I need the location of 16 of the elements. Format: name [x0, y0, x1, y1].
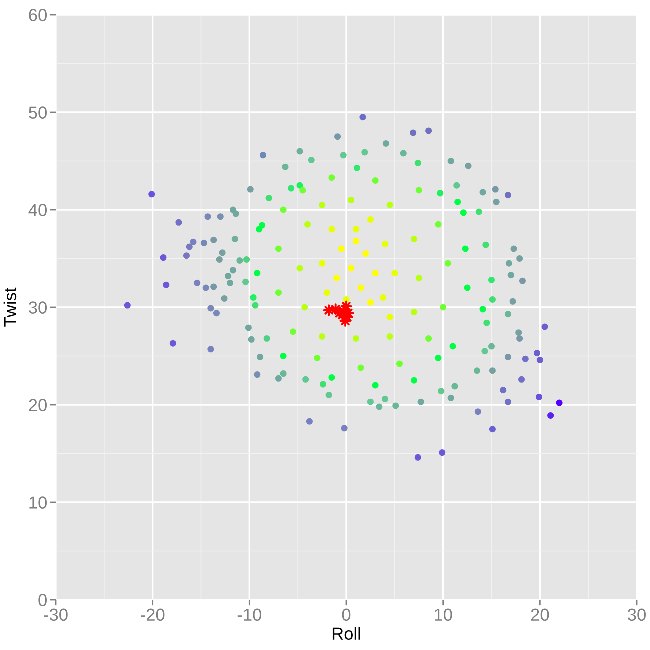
- y-tick-label: 30: [29, 302, 47, 314]
- y-tick-label: 10: [30, 496, 47, 509]
- y-tick-label: 60: [29, 9, 47, 22]
- y-tick-label: 0: [38, 594, 47, 606]
- x-tick-label: 10: [435, 608, 452, 622]
- x-tick-label: -20: [141, 608, 165, 622]
- y-tick-label: 40: [28, 204, 47, 216]
- x-tick-label: 0: [342, 608, 351, 622]
- x-tick-label: -30: [44, 608, 68, 622]
- x-tick-label: 30: [628, 608, 646, 622]
- x-tick-label: 20: [531, 608, 550, 622]
- x-tick-label: -10: [238, 608, 262, 622]
- y-tick-label: 50: [29, 106, 47, 119]
- y-tick-label: 20: [29, 399, 47, 412]
- x-axis-title: Roll: [332, 627, 360, 640]
- y-axis-title: Twist: [4, 288, 17, 327]
